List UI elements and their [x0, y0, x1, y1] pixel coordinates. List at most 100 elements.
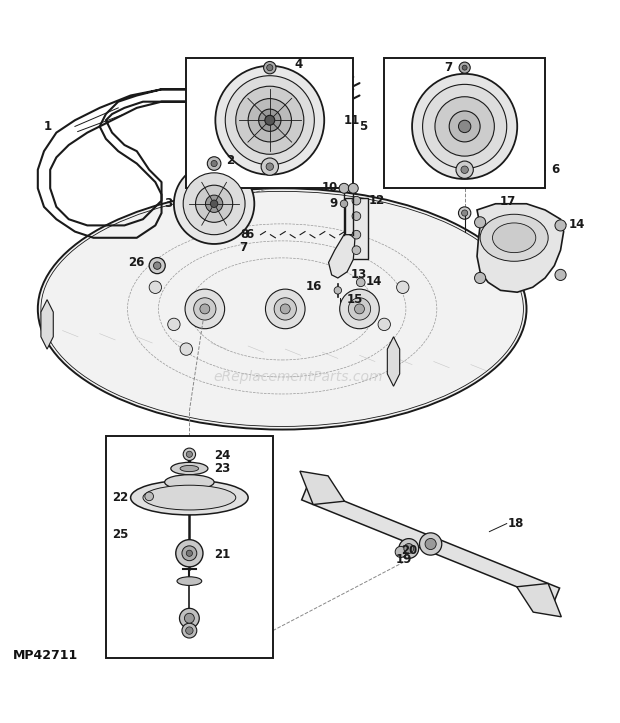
Circle shape [449, 111, 480, 142]
Text: 10: 10 [322, 181, 338, 194]
Text: 15: 15 [347, 293, 363, 306]
Circle shape [175, 539, 203, 567]
Circle shape [261, 158, 278, 175]
Circle shape [356, 278, 365, 286]
Text: 14: 14 [569, 218, 585, 231]
Circle shape [145, 492, 154, 501]
Circle shape [149, 281, 162, 294]
Circle shape [207, 157, 221, 171]
Circle shape [180, 343, 192, 355]
Text: 7: 7 [444, 61, 452, 74]
Circle shape [340, 289, 379, 329]
Circle shape [185, 289, 224, 329]
Ellipse shape [143, 485, 236, 510]
Text: 22: 22 [112, 491, 128, 504]
Circle shape [456, 161, 473, 179]
Circle shape [185, 627, 193, 634]
Circle shape [267, 64, 273, 71]
Ellipse shape [38, 188, 526, 429]
Text: 11: 11 [343, 114, 360, 127]
Circle shape [352, 212, 361, 221]
Circle shape [459, 62, 470, 73]
Circle shape [186, 550, 192, 557]
Circle shape [348, 184, 358, 193]
Text: 13: 13 [350, 268, 366, 281]
Polygon shape [329, 235, 355, 278]
Circle shape [264, 61, 276, 74]
Circle shape [555, 220, 566, 231]
Circle shape [334, 286, 342, 294]
Circle shape [168, 318, 180, 330]
Text: 16: 16 [306, 280, 322, 293]
Text: 24: 24 [214, 449, 231, 462]
Circle shape [462, 65, 467, 70]
Circle shape [399, 539, 419, 558]
Text: 21: 21 [214, 548, 231, 561]
Ellipse shape [131, 480, 248, 515]
Circle shape [195, 185, 232, 222]
Circle shape [340, 200, 348, 208]
Circle shape [395, 547, 406, 557]
Circle shape [248, 98, 291, 142]
Circle shape [149, 257, 166, 274]
Bar [384, 59, 545, 188]
Circle shape [461, 210, 467, 216]
Circle shape [211, 161, 217, 166]
Text: 26: 26 [128, 256, 144, 269]
Circle shape [266, 163, 273, 171]
Circle shape [193, 298, 216, 320]
Circle shape [179, 608, 199, 628]
Text: 5: 5 [360, 120, 368, 133]
Circle shape [378, 318, 391, 330]
Circle shape [474, 217, 485, 228]
Circle shape [225, 76, 314, 165]
Text: 23: 23 [214, 462, 231, 475]
Text: 7: 7 [239, 241, 247, 254]
Text: 20: 20 [402, 544, 418, 557]
Text: 18: 18 [508, 517, 525, 530]
Text: 25: 25 [112, 529, 128, 542]
Polygon shape [388, 337, 400, 386]
Circle shape [174, 163, 254, 244]
Circle shape [435, 97, 494, 156]
Circle shape [397, 281, 409, 294]
Circle shape [555, 270, 566, 281]
Bar [186, 59, 353, 188]
Circle shape [183, 173, 245, 235]
Text: eReplacementParts.com: eReplacementParts.com [213, 370, 383, 384]
Text: 12: 12 [369, 194, 385, 208]
Polygon shape [41, 299, 53, 349]
Circle shape [474, 273, 485, 283]
Circle shape [404, 544, 414, 554]
Text: 17: 17 [500, 195, 516, 208]
Ellipse shape [171, 462, 208, 475]
Text: 6: 6 [551, 163, 559, 176]
Text: 2: 2 [226, 154, 234, 167]
Circle shape [280, 304, 290, 314]
Bar [106, 436, 273, 659]
Circle shape [425, 539, 436, 549]
Circle shape [182, 623, 197, 638]
Polygon shape [302, 486, 560, 602]
Circle shape [461, 166, 468, 174]
Text: 3: 3 [165, 197, 173, 210]
Circle shape [259, 109, 281, 132]
Polygon shape [300, 471, 345, 505]
Circle shape [184, 613, 194, 623]
Circle shape [265, 289, 305, 329]
Circle shape [352, 231, 361, 239]
Circle shape [355, 304, 365, 314]
Text: 9: 9 [330, 197, 338, 210]
Polygon shape [516, 583, 561, 617]
Text: 19: 19 [396, 553, 412, 566]
Text: 8: 8 [240, 228, 248, 241]
Ellipse shape [492, 223, 536, 252]
Text: 1: 1 [44, 120, 52, 133]
Circle shape [186, 451, 192, 458]
Text: 14: 14 [366, 275, 382, 288]
Circle shape [352, 246, 361, 254]
Circle shape [154, 262, 161, 270]
Ellipse shape [177, 577, 202, 586]
Circle shape [200, 304, 210, 314]
Text: MP42711: MP42711 [13, 649, 78, 662]
